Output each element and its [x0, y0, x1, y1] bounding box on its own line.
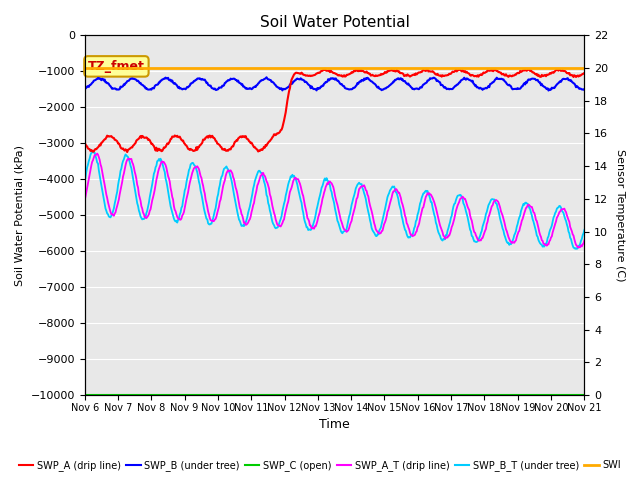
SWP_A_T (drip line)	[415, 220, 423, 226]
SWP_C (open)	[209, 392, 217, 398]
Title: Soil Water Potential: Soil Water Potential	[260, 15, 410, 30]
SWP_A (drip line)	[81, 142, 88, 147]
SWP_B_T (under tree)	[376, 227, 384, 232]
Line: SWP_A (drip line): SWP_A (drip line)	[84, 69, 584, 152]
Y-axis label: Sensor Temperature (C): Sensor Temperature (C)	[615, 149, 625, 281]
SWP_B_T (under tree)	[458, 195, 465, 201]
SWP_C (open)	[580, 392, 588, 398]
SWP_B (under tree)	[376, 86, 384, 92]
SWP_B_T (under tree)	[81, 180, 88, 185]
SWP_A_T (drip line)	[210, 218, 218, 224]
SWP_A (drip line)	[170, 134, 178, 140]
SWP_B (under tree)	[209, 85, 217, 91]
SWP_B_T (under tree)	[573, 246, 580, 252]
Line: SWP_B_T (under tree): SWP_B_T (under tree)	[84, 151, 584, 249]
SWP_A (drip line)	[321, 66, 329, 72]
SWP_B_T (under tree)	[210, 212, 218, 217]
SWP_A_T (drip line)	[170, 204, 178, 209]
SWP_C (open)	[81, 392, 88, 398]
SWP_A_T (drip line)	[308, 225, 316, 231]
SWP_C (open)	[415, 392, 422, 398]
Y-axis label: Soil Water Potential (kPa): Soil Water Potential (kPa)	[15, 145, 25, 286]
Line: SWP_B (under tree): SWP_B (under tree)	[84, 77, 584, 91]
SWP_A (drip line)	[416, 70, 424, 75]
SWI	[169, 66, 177, 72]
Legend: SWP_A (drip line), SWP_B (under tree), SWP_C (open), SWP_A_T (drip line), SWP_B_: SWP_A (drip line), SWP_B (under tree), S…	[15, 456, 625, 475]
Line: SWP_A_T (drip line): SWP_A_T (drip line)	[84, 154, 584, 247]
SWP_A (drip line)	[308, 73, 316, 79]
SWP_A_T (drip line)	[93, 151, 101, 156]
SWP_B (under tree)	[545, 88, 552, 94]
SWI	[415, 66, 422, 72]
SWP_A (drip line)	[124, 149, 131, 155]
SWP_B (under tree)	[580, 86, 588, 92]
SWP_B (under tree)	[415, 86, 423, 92]
SWP_A_T (drip line)	[376, 230, 384, 236]
SWP_B (under tree)	[169, 80, 177, 85]
SWI	[375, 66, 383, 72]
SWP_A (drip line)	[210, 135, 218, 141]
SWP_A_T (drip line)	[81, 197, 88, 203]
SWP_B_T (under tree)	[308, 226, 316, 231]
SWP_B (under tree)	[458, 77, 465, 83]
SWI	[81, 66, 88, 72]
SWP_A_T (drip line)	[574, 244, 582, 250]
Text: TZ_fmet: TZ_fmet	[88, 60, 145, 73]
SWP_B_T (under tree)	[580, 227, 588, 233]
SWP_B_T (under tree)	[88, 148, 96, 154]
SWP_B (under tree)	[308, 84, 316, 89]
SWP_A_T (drip line)	[580, 238, 588, 243]
SWP_C (open)	[169, 392, 177, 398]
SWP_A (drip line)	[377, 71, 385, 77]
SWP_A (drip line)	[580, 70, 588, 76]
SWP_C (open)	[307, 392, 315, 398]
SWI	[580, 66, 588, 72]
SWP_A (drip line)	[459, 67, 467, 73]
SWP_A_T (drip line)	[458, 195, 465, 201]
X-axis label: Time: Time	[319, 419, 350, 432]
SWP_C (open)	[457, 392, 465, 398]
SWI	[307, 66, 315, 72]
SWP_B_T (under tree)	[170, 216, 178, 222]
SWP_B_T (under tree)	[415, 205, 423, 211]
SWI	[209, 66, 217, 72]
SWP_C (open)	[375, 392, 383, 398]
SWP_B (under tree)	[262, 74, 270, 80]
SWI	[457, 66, 465, 72]
SWP_B (under tree)	[81, 85, 88, 91]
